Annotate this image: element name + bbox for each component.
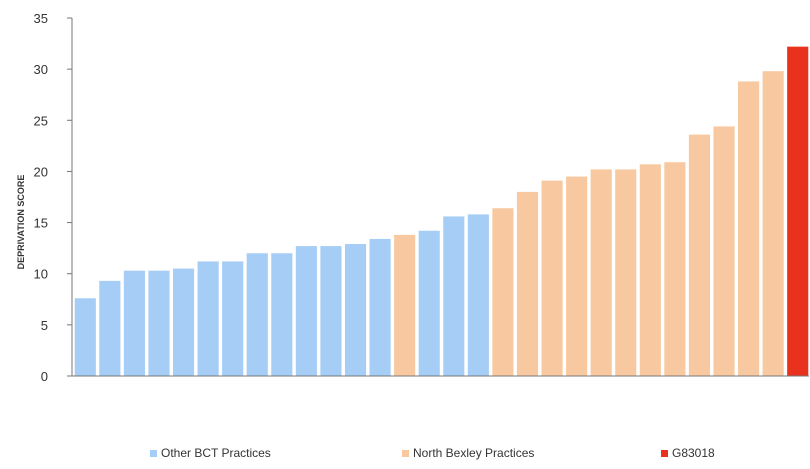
bar-24 — [639, 164, 661, 376]
bar-20 — [541, 180, 563, 376]
bar-13 — [369, 238, 391, 376]
y-tick-label: 35 — [34, 11, 48, 26]
legend-swatch-other-bct — [150, 449, 157, 457]
bar-19 — [516, 191, 539, 376]
bar-5 — [172, 268, 195, 376]
legend-item-g83018: G83018 — [661, 446, 715, 460]
bar-26 — [688, 134, 711, 376]
bar-15 — [418, 230, 440, 376]
y-tick-label: 20 — [34, 164, 48, 179]
bar-28 — [738, 81, 760, 376]
bar-11 — [320, 246, 342, 376]
bar-25 — [664, 162, 686, 376]
legend-label-north-bexley: North Bexley Practices — [413, 446, 535, 460]
y-axis-label: DEPRIVATION SCORE — [16, 175, 26, 270]
bar-12 — [344, 244, 367, 376]
bar-14 — [394, 234, 416, 376]
bar-23 — [615, 169, 637, 376]
legend-label-g83018: G83018 — [672, 446, 715, 460]
bar-21 — [566, 176, 588, 376]
y-tick-label: 10 — [34, 267, 48, 282]
bar-16 — [443, 216, 465, 376]
bar-9 — [271, 253, 293, 376]
y-tick-label: 0 — [41, 369, 48, 384]
bar-4 — [148, 270, 170, 376]
bar-6 — [197, 261, 219, 376]
bar-chart: DEPRIVATION SCORE 0 5 10 15 20 25 30 35 — [16, 11, 809, 384]
bar-17 — [467, 214, 489, 376]
bar-8 — [246, 253, 268, 376]
legend-swatch-north-bexley — [402, 449, 409, 457]
bar-29 — [762, 71, 784, 376]
legend-swatch-g83018 — [661, 449, 668, 457]
legend-label-other-bct: Other BCT Practices — [161, 446, 271, 460]
bar-1 — [74, 298, 96, 376]
y-tick-label: 30 — [34, 62, 48, 77]
bar-7 — [222, 261, 244, 376]
y-tick-label: 15 — [34, 216, 48, 231]
bar-2 — [99, 280, 121, 376]
legend-item-other-bct: Other BCT Practices — [150, 446, 271, 460]
bar-22 — [590, 169, 612, 376]
y-tick-label: 5 — [41, 318, 48, 333]
bar-10 — [295, 246, 317, 376]
bar-27 — [713, 126, 735, 377]
bar-3 — [123, 270, 145, 376]
bar-18 — [492, 208, 514, 376]
legend: Other BCT Practices North Bexley Practic… — [0, 446, 810, 466]
bar-30 — [787, 46, 809, 376]
legend-item-north-bexley: North Bexley Practices — [402, 446, 534, 460]
y-tick-label: 25 — [34, 113, 48, 128]
